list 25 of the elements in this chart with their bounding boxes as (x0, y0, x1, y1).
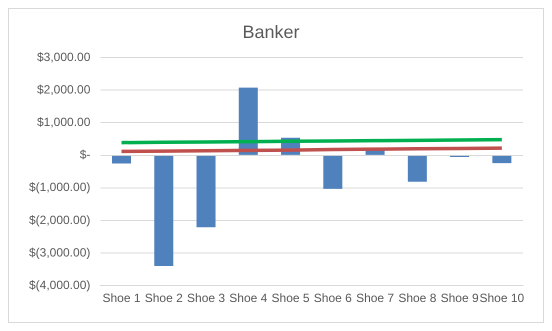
bar (408, 156, 427, 182)
chart-title: Banker (242, 22, 300, 42)
y-tick-label: $2,000.00 (36, 82, 91, 96)
x-tick-label: Shoe 6 (314, 291, 352, 306)
x-tick-label: Shoe 10 (480, 291, 525, 306)
x-tick-label: Shoe 4 (229, 291, 268, 306)
x-tick-label: Shoe 8 (398, 291, 437, 306)
bar (196, 156, 216, 228)
x-tick-label: Shoe 2 (144, 291, 184, 306)
y-tick-label: $3,000.00 (36, 50, 91, 64)
x-tick-label: Shoe 5 (272, 291, 310, 306)
x-tick-label: Shoe 3 (187, 291, 226, 306)
bar (154, 156, 174, 266)
y-tick-label: $(1,000.00) (28, 180, 90, 194)
bar (492, 156, 512, 164)
x-tick-label: Shoe 7 (356, 291, 394, 306)
bar (323, 156, 342, 189)
y-tick-label: $- (80, 148, 90, 162)
x-tick-label: Shoe 9 (440, 291, 479, 306)
x-tick-label: Shoe 1 (102, 291, 141, 306)
y-tick-label: $(3,000.00) (28, 245, 90, 260)
y-tick-label: $(4,000.00) (28, 278, 90, 292)
y-tick-label: $(2,000.00) (28, 212, 90, 227)
y-tick-label: $1,000.00 (36, 115, 91, 130)
bar (112, 156, 132, 164)
